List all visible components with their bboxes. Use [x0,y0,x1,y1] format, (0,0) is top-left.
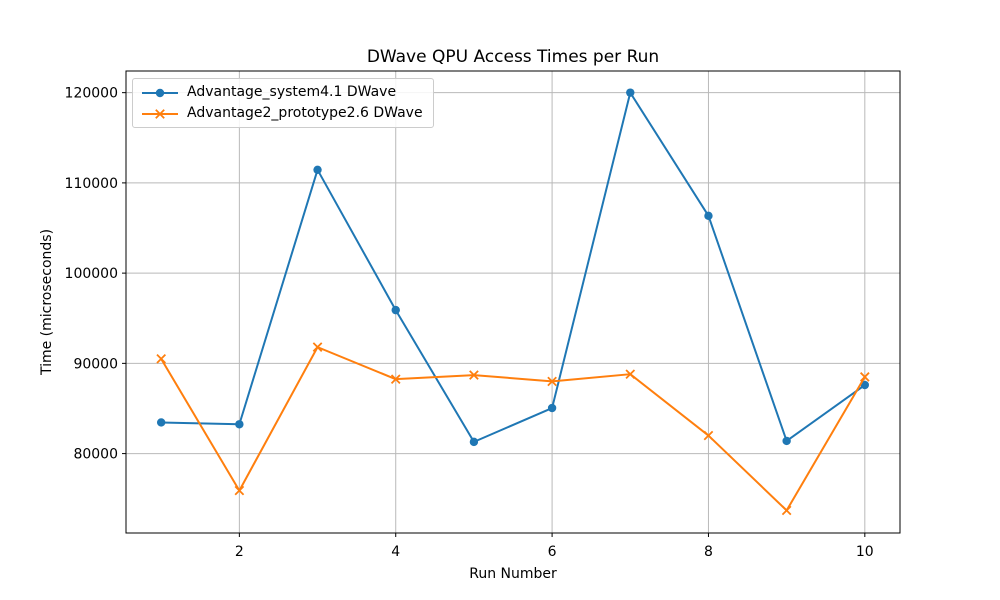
data-point-marker [235,420,244,429]
axes-frame [125,70,901,534]
data-point-marker [312,342,323,352]
legend: Advantage_system4.1 DWave Advantage2_pro… [132,78,434,128]
data-point-marker [859,372,870,382]
y-tick-label: 90000 [73,356,118,372]
y-axis-label: Time (microseconds) [39,228,55,376]
legend-entry-series-0: Advantage_system4.1 DWave [140,84,423,101]
x-tick-label: 8 [704,544,713,560]
y-tick-label: 110000 [65,176,118,192]
data-point-marker [234,485,245,496]
data-point-marker [860,380,870,390]
x-tick-label: 10 [856,544,874,560]
data-point-marker [547,376,557,387]
y-tick-label: 120000 [65,86,118,102]
series-line [160,346,866,512]
data-point-marker [156,354,167,364]
data-point-marker [703,430,714,441]
data-point-marker [781,505,792,516]
legend-label: Advantage_system4.1 DWave [187,84,397,100]
data-point-marker [313,165,322,175]
y-tick-label: 100000 [65,266,118,282]
data-point-marker [390,374,401,384]
legend-line-x-marker-icon [142,108,178,119]
data-point-marker [626,88,635,97]
data-point-marker [391,305,400,315]
data-point-marker [547,403,557,413]
data-point-marker [469,370,479,380]
data-point-marker [469,437,479,447]
data-point-marker [782,436,791,446]
x-axis-label: Run Number [469,566,557,582]
data-point-marker [704,211,713,221]
x-tick-label: 2 [235,544,244,560]
legend-line-circle-marker-icon [142,88,178,97]
x-tick-label: 4 [391,544,400,560]
legend-label: Advantage2_prototype2.6 DWave [187,105,423,121]
series-line [161,91,866,443]
data-point-marker [625,369,636,380]
chart-title: DWave QPU Access Times per Run [366,47,660,67]
data-point-marker [156,418,166,427]
y-tick-label: 80000 [73,447,118,463]
legend-entry-series-1: Advantage2_prototype2.6 DWave [140,105,423,122]
x-tick-label: 6 [548,544,557,560]
